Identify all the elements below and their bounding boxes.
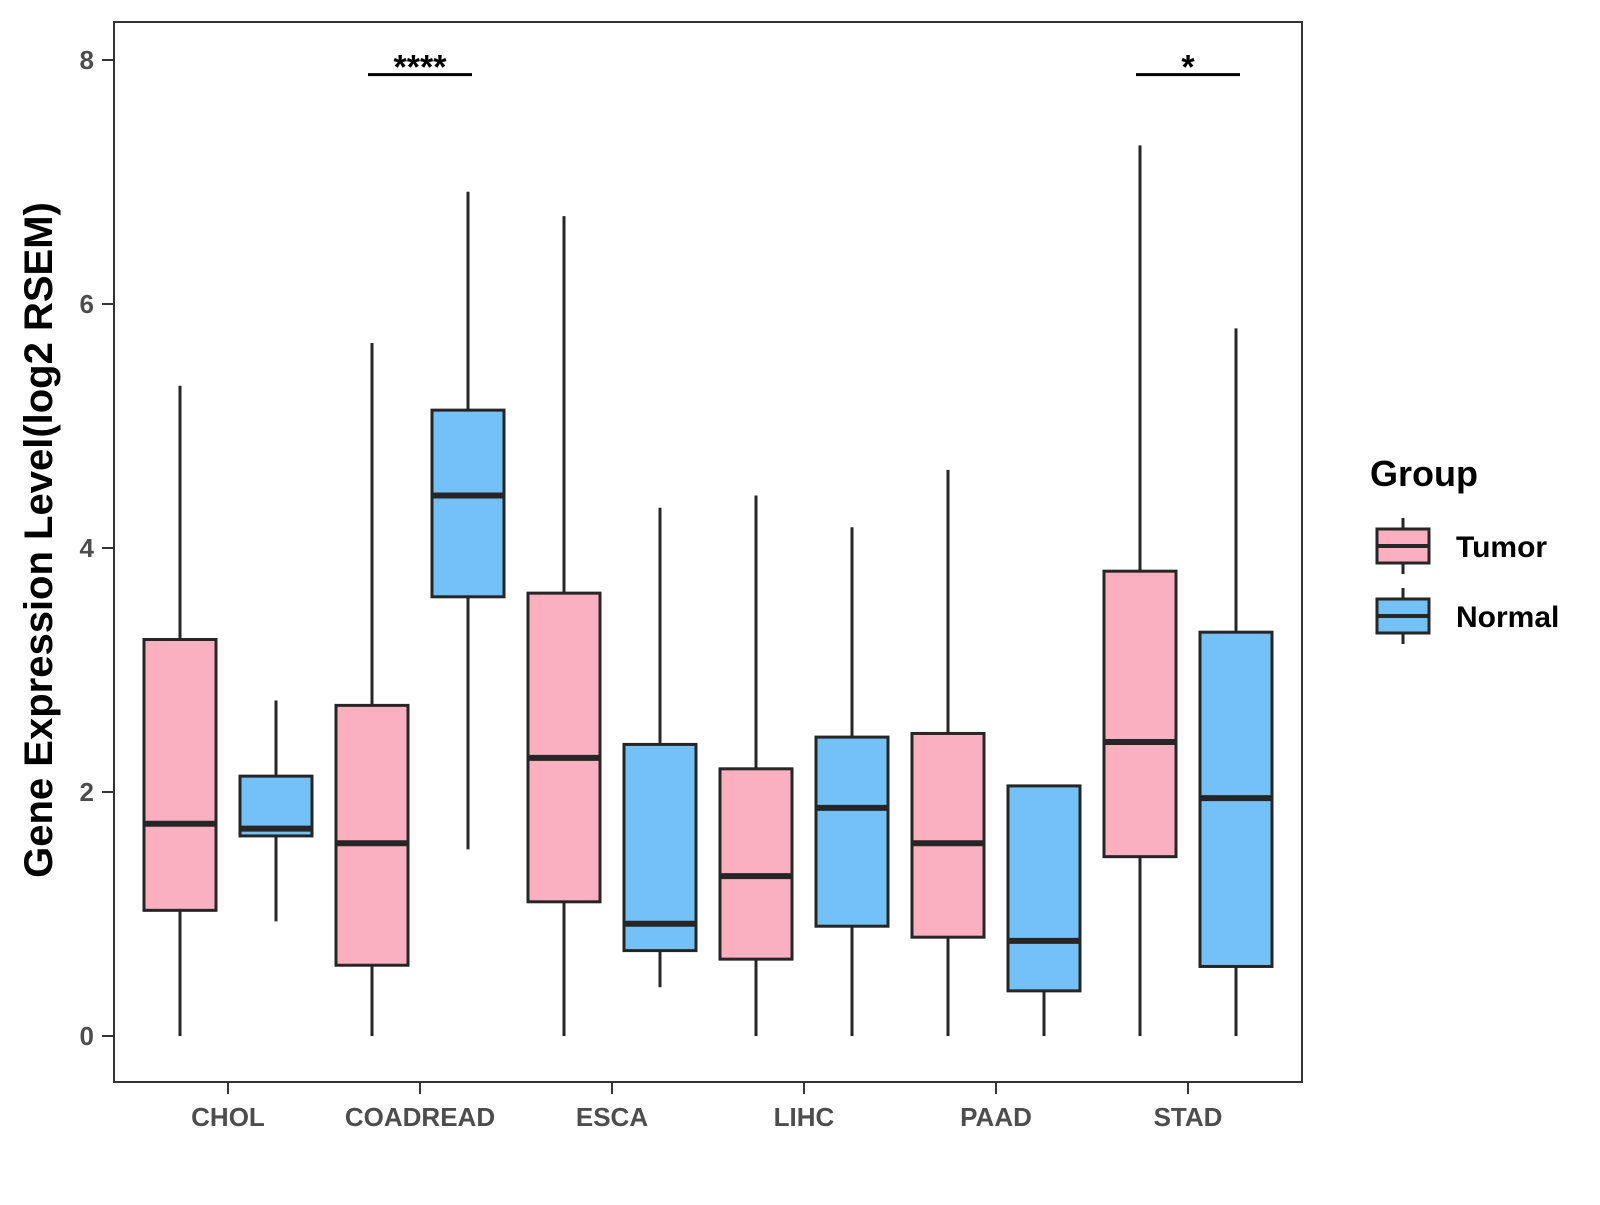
significance-label: ****: [394, 49, 448, 87]
box-body: [1006, 784, 1082, 993]
box-body: [526, 591, 602, 904]
box-body: [622, 742, 698, 953]
box-tumor-lihc: [718, 495, 794, 1036]
y-tick-label: 8: [80, 45, 94, 75]
plot-panel-border: [113, 21, 1303, 1083]
x-tick-label-stad: STAD: [1154, 1102, 1223, 1132]
legend-entries: Tumor Normal: [1375, 518, 1559, 644]
box-tumor-paad: [910, 469, 986, 1036]
x-tick-label-chol: CHOL: [191, 1102, 265, 1132]
significance-annotations: **** *: [368, 49, 1240, 87]
box-normal-stad: [1198, 328, 1274, 1036]
y-tick-label: 0: [80, 1021, 94, 1051]
significance-stad: *: [1136, 49, 1240, 87]
legend-label: Tumor: [1456, 531, 1547, 564]
y-tick-label: 6: [80, 289, 94, 319]
box-body: [1102, 569, 1178, 859]
box-tumor-coadread: [334, 343, 410, 1036]
box-normal-chol: [238, 700, 314, 922]
box-body: [334, 703, 410, 967]
significance-coadread: ****: [368, 49, 472, 87]
boxes-layer: [142, 145, 1274, 1036]
significance-label: *: [1181, 49, 1195, 87]
box-normal-coadread: [430, 191, 506, 850]
x-tick-label-esca: ESCA: [576, 1102, 648, 1132]
box-body: [814, 735, 890, 928]
box-tumor-esca: [526, 216, 602, 1036]
y-axis-title: Gene Expression Level(log2 RSEM): [17, 202, 61, 878]
plot-panel-layer: [113, 21, 1303, 1083]
legend: Group Tumor Normal: [1370, 453, 1559, 644]
box-normal-esca: [622, 507, 698, 988]
y-tick-label: 4: [80, 533, 95, 563]
x-tick-label-paad: PAAD: [960, 1102, 1032, 1132]
x-tick-label-coadread: COADREAD: [345, 1102, 495, 1132]
box-body: [142, 638, 218, 912]
x-axis: CHOL COADREAD ESCA LIHC PAAD STAD: [191, 1082, 1222, 1132]
y-axis: 0 2 4 6 8: [80, 45, 114, 1051]
legend-title: Group: [1370, 453, 1478, 494]
box-normal-paad: [1006, 784, 1082, 1036]
box-body: [430, 408, 506, 599]
legend-entry-normal: Normal: [1375, 588, 1559, 644]
y-tick-label: 2: [80, 777, 94, 807]
box-tumor-stad: [1102, 145, 1178, 1036]
box-body: [718, 767, 794, 961]
box-body: [910, 731, 986, 939]
x-tick-label-lihc: LIHC: [774, 1102, 835, 1132]
legend-label: Normal: [1456, 601, 1559, 634]
legend-entry-tumor: Tumor: [1375, 518, 1547, 574]
box-tumor-chol: [142, 385, 218, 1036]
box-normal-lihc: [814, 527, 890, 1036]
